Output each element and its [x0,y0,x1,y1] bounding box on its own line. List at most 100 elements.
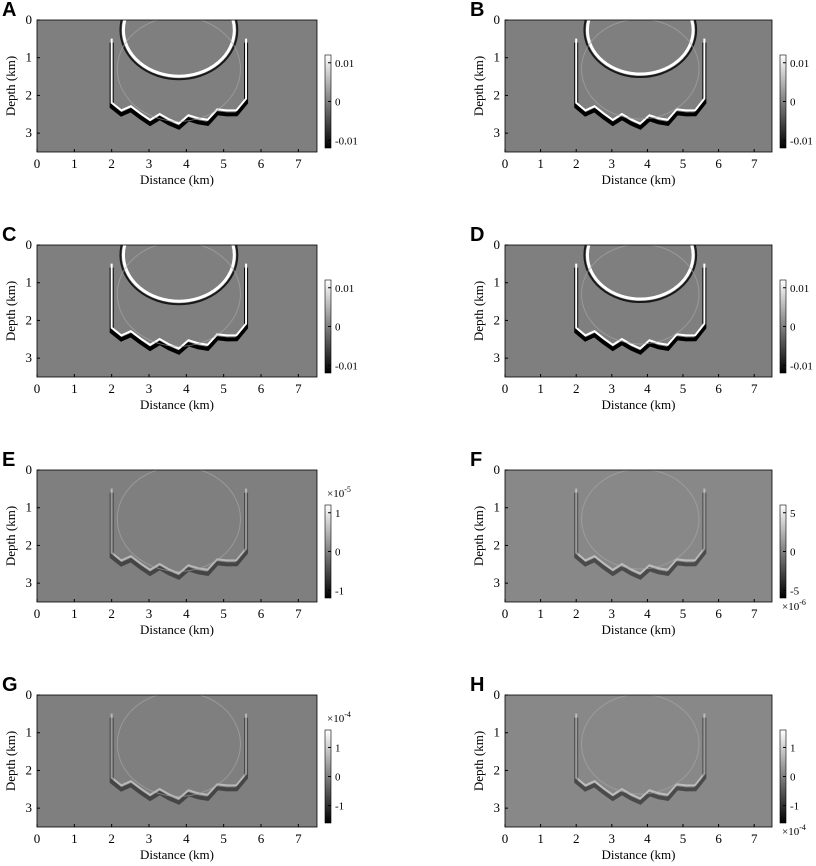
y-tick-label: 1 [494,725,501,740]
wavefront [116,245,241,347]
colorbar-tick-label: 1 [335,742,341,754]
x-tick-label: 6 [258,606,265,621]
x-tick-label: 5 [680,156,687,171]
wavefront [585,20,695,76]
frame [504,469,773,603]
y-tick-label: 1 [494,50,501,65]
panel-label: B [470,0,484,21]
y-tick-label: 0 [494,12,501,27]
x-tick-label: 4 [644,831,651,846]
x-tick-label: 4 [644,381,651,396]
x-axis-label: Distance (km) [140,172,214,187]
x-axis-label: Distance (km) [140,847,214,862]
colorbar-tick-label: -1 [790,801,799,813]
x-tick-label: 7 [751,606,758,621]
frame [36,244,318,378]
x-tick-label: 5 [220,381,227,396]
y-tick-label: 3 [26,125,33,140]
frame [504,19,773,153]
multiplier-exponent: -4 [344,710,351,719]
x-tick-label: 1 [537,606,544,621]
x-tick-label: 0 [34,381,41,396]
multiplier-base: ×10 [782,601,800,613]
multiplier-base: ×10 [327,713,345,725]
colorbar-tick-label: 0 [790,547,796,559]
y-tick-label: 1 [26,275,33,290]
colorbar-tick-label: 0 [335,772,341,784]
frame [36,694,318,828]
x-tick-label: 7 [295,381,302,396]
x-tick-label: 2 [108,381,115,396]
x-tick-label: 6 [715,606,722,621]
x-tick-label: 5 [220,156,227,171]
x-tick-label: 0 [502,381,509,396]
colorbar-tick-label: -0.01 [790,360,813,372]
x-tick-label: 5 [680,831,687,846]
y-tick-label: 1 [494,500,501,515]
wavefront [574,42,707,130]
x-tick-label: 1 [537,831,544,846]
wavefront [116,695,241,797]
y-tick-label: 2 [494,537,501,552]
colorbar-tick-label: -0.01 [335,135,358,147]
frame [36,469,318,603]
panel-label: F [470,449,482,471]
colorbar-multiplier: ×10-4 [782,823,806,838]
y-axis-label: Depth (km) [3,281,18,341]
x-tick-label: 2 [573,156,580,171]
y-tick-label: 2 [494,87,501,102]
wavefront [574,492,707,580]
panel-label: C [2,224,16,246]
colorbar-tick-label: 0 [790,322,796,334]
wavefront [583,20,698,79]
wavefront [575,713,706,800]
wavefront [109,42,249,130]
wavefront [119,20,239,81]
y-tick-label: 3 [26,800,33,815]
x-tick-label: 1 [71,381,78,396]
x-tick-label: 7 [295,156,302,171]
x-tick-label: 5 [220,606,227,621]
x-tick-label: 4 [644,156,651,171]
image [37,695,317,827]
colorbar-tick-label: 0 [790,97,796,109]
y-tick-label: 2 [26,312,33,327]
x-tick-label: 1 [537,381,544,396]
y-axis-label: Depth (km) [471,56,486,116]
wavefront [574,717,707,805]
y-tick-label: 3 [494,800,501,815]
image [505,245,772,377]
x-tick-label: 3 [609,606,616,621]
x-tick-label: 3 [146,606,153,621]
colorbar-tick-label: -0.01 [335,360,358,372]
wavefield [574,470,707,580]
image [505,695,772,827]
frame [36,19,318,153]
wavefront [110,38,248,125]
y-tick-label: 1 [26,500,33,515]
x-tick-label: 7 [751,831,758,846]
panel-label: A [2,0,16,21]
wavefront [581,470,700,570]
colorbar-tick-label: 0.01 [335,58,354,70]
y-tick-label: 0 [26,12,33,27]
y-tick-label: 3 [26,350,33,365]
multiplier-exponent: -4 [799,823,806,832]
wavefront [581,245,700,345]
wavefront [575,263,706,350]
colorbar-multiplier: ×10-6 [782,598,806,613]
x-axis-label: Distance (km) [601,847,675,862]
y-tick-label: 3 [26,575,33,590]
x-tick-label: 3 [609,156,616,171]
colorbar-tick-label: 5 [790,508,796,520]
x-tick-label: 2 [573,606,580,621]
wavefront [581,20,700,120]
colorbar-tick-label: 0.01 [790,58,809,70]
multiplier-exponent: -5 [344,485,351,494]
colorbar-tick-label: 0 [790,772,796,784]
x-tick-label: 4 [644,606,651,621]
